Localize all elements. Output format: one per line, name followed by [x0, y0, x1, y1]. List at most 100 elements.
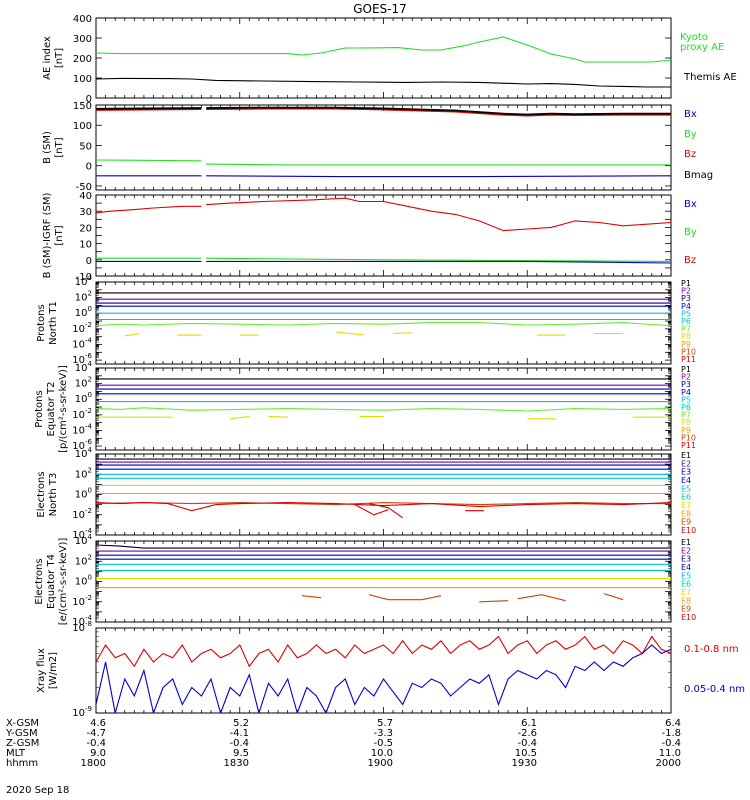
- series-e10: [96, 502, 671, 512]
- y-tick-label: 40: [79, 191, 92, 202]
- axis-row-label: X-GSM: [6, 718, 39, 729]
- axis-row-value: 6.4: [665, 718, 681, 729]
- legend-entry: E1: [681, 538, 691, 547]
- legend-entry: E9: [681, 605, 691, 614]
- y-tick-label: 30: [79, 207, 92, 218]
- y-tick-label: 200: [73, 54, 92, 65]
- y-axis-title: Equator T2: [46, 382, 57, 437]
- y-tick-label: 102: [75, 290, 92, 304]
- legend-entry: P10: [681, 347, 696, 356]
- legend-entry: P5: [681, 395, 691, 404]
- y-tick-label: 20: [79, 223, 92, 234]
- legend-entry: E8: [681, 596, 691, 605]
- panel-bsm: -50 0 50 100 150 B (SM) [nT] Bx By Bz Bmag: [42, 101, 713, 193]
- legend-entry: P3: [681, 380, 691, 389]
- y-tick-label: 10-2: [72, 507, 92, 521]
- series-group: [96, 106, 671, 178]
- y-tick-label: 104: [75, 533, 93, 547]
- legend-entry: E4: [681, 563, 691, 572]
- axis-row-label: hhmm: [6, 758, 38, 769]
- y-tick-label: 400: [73, 14, 92, 25]
- series-p7: [96, 322, 671, 327]
- legend-entry: P1: [681, 365, 691, 374]
- axis-row-value: -4.7: [86, 728, 106, 739]
- series-e10-spikes: [354, 503, 485, 519]
- legend-entry: Bz: [684, 149, 696, 160]
- series-group: [96, 458, 671, 519]
- series-bx: [96, 175, 671, 178]
- legend: Bx By Bz: [684, 199, 697, 266]
- legend-entry: P8: [681, 332, 691, 341]
- axis-row-value: -0.4: [661, 738, 681, 749]
- axis-row-value: 1930: [512, 758, 537, 769]
- series-0-1-0-8-nm: [96, 635, 671, 668]
- axis-row-value: -1.8: [661, 728, 681, 739]
- legend-entry: E3: [681, 468, 691, 477]
- legend-entry: P4: [681, 302, 691, 311]
- panel-xray: 10-9 10-8 Xray flux [W/m2] 0.1-0.8 nm 0.05-0.…: [36, 620, 745, 719]
- legend-entry: P5: [681, 309, 691, 318]
- legend-entry: P10: [681, 433, 696, 442]
- axis-row-value: 10.0: [371, 748, 393, 759]
- legend-entry: Bmag: [684, 170, 713, 181]
- y-axis-title: AE index: [42, 36, 53, 80]
- series-group: [96, 197, 671, 264]
- panel-frame: [95, 194, 672, 277]
- axis-row-value: 1800: [81, 758, 106, 769]
- series-0-05-0-4-nm: [96, 644, 671, 713]
- date-label: 2020 Sep 18: [6, 785, 69, 796]
- y-tick-label: 102: [75, 553, 92, 567]
- legend-entry: P9: [681, 340, 691, 349]
- y-tick-label: 10-2: [72, 594, 92, 608]
- y-axis-title: [e/(cm²-s-sr-keV)]: [58, 538, 69, 626]
- y-tick-label: 10-4: [72, 422, 92, 436]
- legend-entry: E4: [681, 476, 691, 485]
- legend-entry: P7: [681, 411, 691, 420]
- legend-entry: Themis AE: [683, 72, 737, 83]
- y-axis-title: North T1: [48, 301, 59, 345]
- axis-row-value: 2000: [656, 758, 681, 769]
- plot-title: GOES-17: [353, 2, 407, 16]
- legend-entry: Bx: [684, 199, 697, 210]
- legend-entry: P11: [681, 441, 696, 450]
- y-axis-title: B (SM): [42, 131, 53, 164]
- legend-entry: proxy AE: [680, 42, 724, 53]
- legend-entry: P4: [681, 388, 691, 397]
- series-group: [96, 544, 671, 603]
- series-group: [96, 292, 671, 337]
- axis-row-value: 10.5: [515, 748, 537, 759]
- legend-entry: E6: [681, 493, 691, 502]
- panel-frame: [95, 281, 672, 365]
- panel-frame: [95, 104, 672, 191]
- y-tick-label: 0: [86, 94, 92, 105]
- y-axis-title: Protons: [34, 390, 45, 427]
- legend: 0.1-0.8 nm 0.05-0.4 nm: [684, 644, 745, 695]
- y-tick-label: 100: [75, 305, 92, 319]
- y-axis-title: Electrons: [36, 471, 47, 517]
- axis-row-label: Y-GSM: [5, 728, 38, 739]
- series-p6: [96, 407, 671, 412]
- legend-entry: E3: [681, 555, 691, 564]
- series-by: [96, 159, 671, 166]
- series-p7: [96, 415, 671, 420]
- series-by: [96, 257, 671, 262]
- legend-entry: E10: [681, 613, 696, 622]
- legend-entry: Kyoto: [680, 32, 708, 43]
- y-tick-label: 10-4: [72, 336, 92, 350]
- panel-frame: [95, 453, 672, 536]
- y-tick-label: 300: [73, 34, 92, 45]
- y-tick-label: -10: [76, 272, 92, 283]
- y-tick-label: 150: [73, 101, 92, 112]
- axis-row-label: MLT: [6, 748, 26, 759]
- axis-row-value: 11.0: [659, 748, 681, 759]
- y-axis-title: Xray flux: [36, 648, 47, 693]
- panel-frame: [95, 17, 672, 99]
- series-e9: [301, 593, 624, 603]
